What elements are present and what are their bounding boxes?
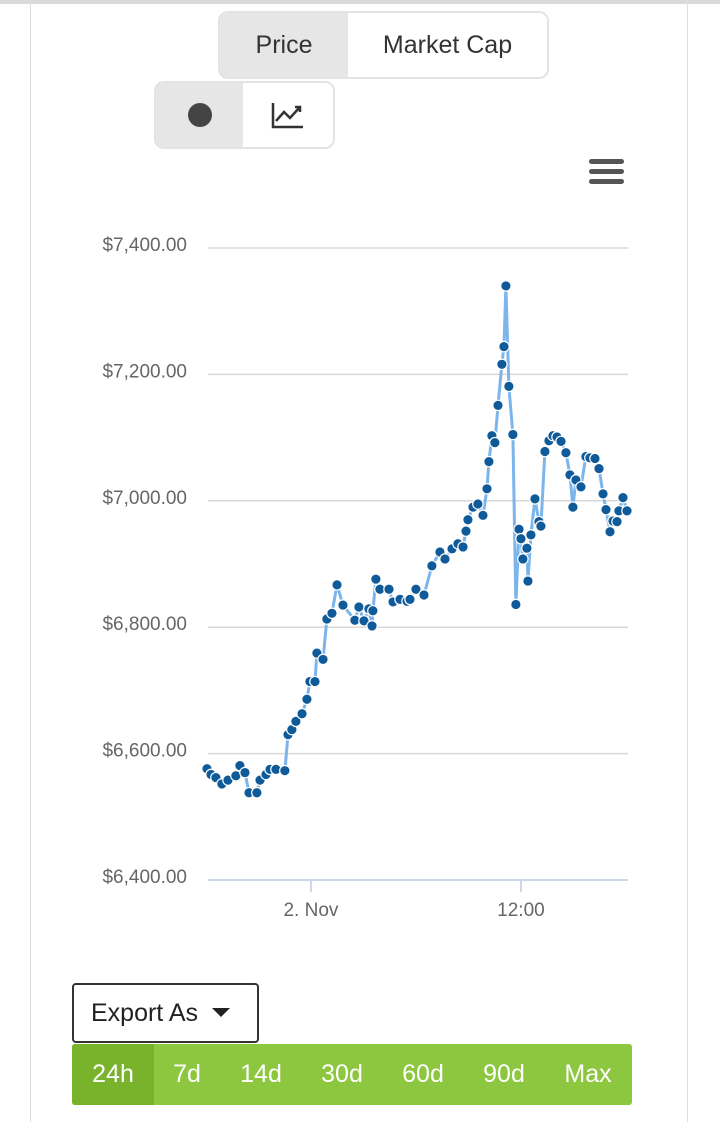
y-tick-label: $7,000.00 xyxy=(102,488,187,509)
price-point xyxy=(472,498,484,510)
caret xyxy=(212,1008,230,1017)
y-tick-label: $6,600.00 xyxy=(102,741,187,762)
price-point xyxy=(503,380,515,393)
range-button[interactable]: 60d xyxy=(402,1060,444,1088)
price-point xyxy=(522,575,534,587)
price-point xyxy=(510,598,522,611)
price-point xyxy=(462,513,474,526)
price-point xyxy=(239,766,251,779)
price-point xyxy=(489,436,501,449)
x-tick-label: 12:00 xyxy=(497,900,545,921)
price-point xyxy=(560,446,572,459)
range-selector: 24h 7d 14d 30d 60d 90d Max xyxy=(72,1044,632,1105)
x-tick-label: 2. Nov xyxy=(283,900,338,921)
price-point xyxy=(426,560,438,572)
price-point xyxy=(521,542,533,554)
price-point xyxy=(600,503,612,516)
price-point xyxy=(589,452,601,465)
export-dropdown[interactable]: Export As xyxy=(72,983,259,1043)
range-button[interactable]: 7d xyxy=(173,1060,201,1088)
price-point xyxy=(383,583,395,596)
dot-icon xyxy=(187,103,212,127)
price-point xyxy=(621,505,633,517)
price-point xyxy=(309,675,321,688)
price-point xyxy=(439,553,451,565)
y-tick-label: $7,400.00 xyxy=(102,235,187,256)
price-point xyxy=(331,579,343,591)
price-point xyxy=(366,620,378,632)
price-point xyxy=(539,445,551,458)
range-button[interactable]: 30d xyxy=(321,1060,363,1088)
price-line xyxy=(205,284,629,795)
price-point xyxy=(367,604,379,617)
price-point xyxy=(492,399,504,412)
chart-style-toggle xyxy=(154,81,335,149)
y-tick-label: $6,800.00 xyxy=(102,614,187,635)
price-point xyxy=(460,525,472,537)
line-icon xyxy=(271,103,303,129)
y-tick-label: $6,400.00 xyxy=(102,867,187,888)
price-point xyxy=(358,615,370,627)
top-border xyxy=(0,0,720,4)
price-point xyxy=(481,482,493,495)
price-point xyxy=(604,525,616,538)
price-point xyxy=(317,653,329,666)
price-point xyxy=(326,607,338,620)
price-point xyxy=(290,715,302,728)
menu-button[interactable] xyxy=(589,159,625,187)
y-tick-label: $7,200.00 xyxy=(102,361,187,382)
price-point xyxy=(296,707,308,720)
tab-price[interactable]: Price xyxy=(220,13,348,77)
price-point xyxy=(404,593,416,606)
price-point xyxy=(515,532,527,545)
price-point xyxy=(513,523,525,536)
chart: $6,400.00 $6,600.00 $6,800.00 $7,000.00 $7,2… xyxy=(102,235,633,921)
price-point xyxy=(279,764,291,777)
price-point xyxy=(477,509,489,522)
price-point xyxy=(496,358,508,371)
price-point xyxy=(535,520,547,532)
price-point xyxy=(483,455,495,468)
line-style-button[interactable] xyxy=(243,83,333,147)
price-point xyxy=(597,488,609,500)
price-point xyxy=(575,481,587,493)
card xyxy=(30,0,688,1122)
price-point xyxy=(525,529,537,541)
price-point xyxy=(410,583,422,596)
price-point xyxy=(507,428,519,441)
price-point xyxy=(517,553,529,565)
price-point xyxy=(418,589,430,601)
price-point xyxy=(611,515,623,528)
export-label: Export As xyxy=(91,998,198,1027)
price-point xyxy=(251,786,263,799)
price-point xyxy=(301,693,313,706)
price-point xyxy=(457,541,469,553)
price-point xyxy=(500,280,512,292)
price-point xyxy=(353,601,365,613)
price-point xyxy=(370,573,382,585)
tab-market-cap[interactable]: Market Cap xyxy=(382,30,513,59)
metric-toggle: Price Market Cap xyxy=(218,11,549,79)
price-point xyxy=(555,435,567,448)
price-point xyxy=(337,599,349,611)
price-point xyxy=(617,491,629,504)
scatter-style-button[interactable] xyxy=(156,83,243,147)
range-button[interactable]: Max xyxy=(564,1060,612,1088)
price-point xyxy=(529,493,541,505)
price-point xyxy=(498,340,510,353)
price-point xyxy=(567,501,579,513)
range-button[interactable]: 14d xyxy=(240,1060,282,1088)
range-button[interactable]: 24h xyxy=(72,1044,154,1105)
price-point xyxy=(593,462,605,475)
range-button[interactable]: 90d xyxy=(483,1060,525,1088)
